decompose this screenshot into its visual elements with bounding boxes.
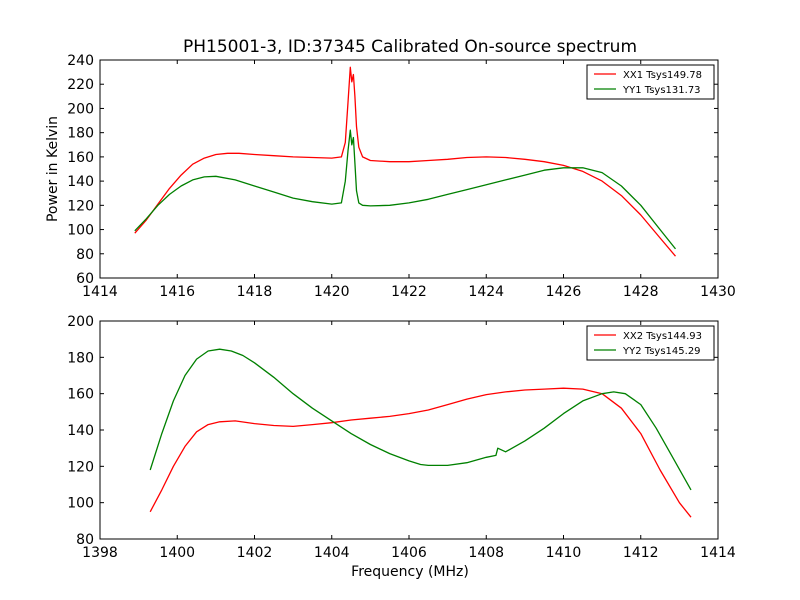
bottom-legend: XX2 Tsys144.93 YY2 Tsys145.29 xyxy=(586,325,715,361)
top-x-tick-label: 1418 xyxy=(237,284,273,300)
bottom-x-tick-label: 1406 xyxy=(391,545,427,561)
top-x-tick-label: 1420 xyxy=(314,284,350,300)
bottom-legend-label-xx2: XX2 Tsys144.93 xyxy=(623,331,702,342)
bottom-x-tick-label: 1398 xyxy=(82,545,118,561)
bottom-x-axis-label: Frequency (MHz) xyxy=(351,564,469,580)
top-chart: PH15001-3, ID:37345 Calibrated On-source… xyxy=(45,37,736,300)
bottom-y-tick-label: 120 xyxy=(67,459,94,475)
top-y-tick-label: 200 xyxy=(67,101,94,117)
top-y-tick-label: 160 xyxy=(67,150,94,166)
bottom-x-tick-label: 1402 xyxy=(237,545,273,561)
bottom-x-tick-label: 1404 xyxy=(314,545,350,561)
top-x-tick-label: 1428 xyxy=(623,284,659,300)
bottom-x-tick-label: 1410 xyxy=(546,545,582,561)
top-legend-label-xx1: XX1 Tsys149.78 xyxy=(623,70,702,81)
bottom-y-tick-label: 80 xyxy=(76,532,94,548)
top-y-tick-label: 80 xyxy=(76,247,94,263)
top-x-tick-label: 1422 xyxy=(391,284,427,300)
top-series-line-2 xyxy=(134,129,677,250)
top-plot-area: 1414 1416 1418 1420 1422 1424 1426 1428 1430 60 80… xyxy=(67,53,736,300)
bottom-y-tick-label: 200 xyxy=(67,314,94,330)
bottom-y-tick-label: 100 xyxy=(67,496,94,512)
top-x-tick-label: 1430 xyxy=(700,284,736,300)
top-legend: XX1 Tsys149.78 YY1 Tsys131.73 xyxy=(586,64,715,100)
top-x-tick-label: 1426 xyxy=(546,284,582,300)
bottom-x-tick-label: 1412 xyxy=(623,545,659,561)
top-legend-label-yy1: YY1 Tsys131.73 xyxy=(622,85,701,96)
top-y-tick-label: 220 xyxy=(67,77,94,93)
bottom-y-tick-label: 160 xyxy=(67,387,94,403)
top-y-tick-label: 240 xyxy=(67,53,94,69)
top-y-tick-label: 60 xyxy=(76,271,94,287)
bottom-x-tick-label: 1414 xyxy=(700,545,736,561)
bottom-legend-box xyxy=(586,325,715,361)
bottom-series-line-2 xyxy=(149,348,692,491)
bottom-chart: 1398 1400 1402 1404 1406 1408 1410 1412 1414 80 10… xyxy=(67,314,736,580)
top-series-line-1 xyxy=(134,66,676,257)
bottom-y-tick-label: 180 xyxy=(67,350,94,366)
top-y-axis-label: Power in Kelvin xyxy=(45,116,61,222)
top-chart-title: PH15001-3, ID:37345 Calibrated On-source… xyxy=(183,37,637,57)
bottom-series-line-1 xyxy=(149,387,692,518)
top-x-tick-label: 1416 xyxy=(159,284,195,300)
top-legend-box xyxy=(586,64,715,100)
top-y-tick-label: 100 xyxy=(67,223,94,239)
bottom-y-tick-label: 140 xyxy=(67,423,94,439)
bottom-x-tick-label: 1400 xyxy=(159,545,195,561)
top-x-tick-label: 1414 xyxy=(82,284,118,300)
bottom-legend-label-yy2: YY2 Tsys145.29 xyxy=(622,346,701,357)
top-y-tick-label: 180 xyxy=(67,126,94,142)
top-y-tick-label: 120 xyxy=(67,198,94,214)
top-x-tick-label: 1424 xyxy=(468,284,504,300)
bottom-plot-area: 1398 1400 1402 1404 1406 1408 1410 1412 1414 80 10… xyxy=(67,314,736,561)
top-y-tick-label: 140 xyxy=(67,174,94,190)
bottom-x-tick-label: 1408 xyxy=(468,545,504,561)
